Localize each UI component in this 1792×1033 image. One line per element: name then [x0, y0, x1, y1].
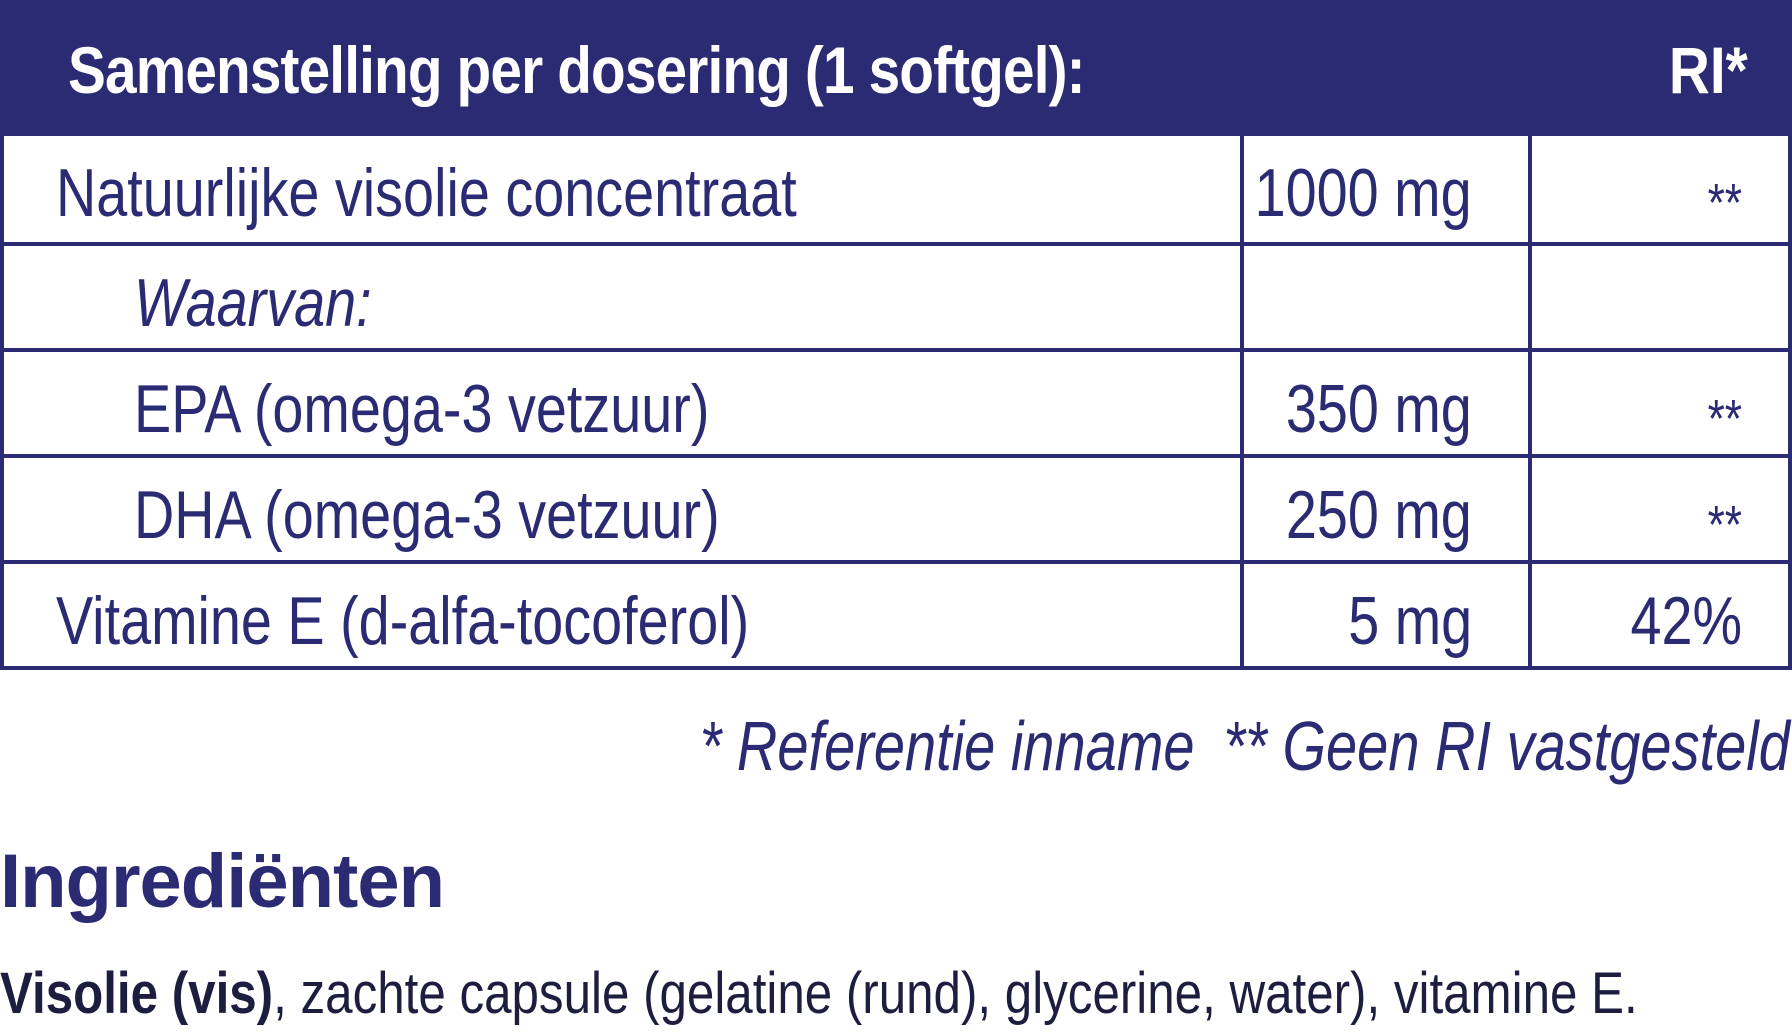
row-amount-cell: 350 mg — [1240, 352, 1528, 454]
table-row: EPA (omega-3 vetzuur) 350 mg ** — [4, 348, 1788, 454]
row-amount-cell: 1000 mg — [1240, 136, 1528, 242]
row-ri-cell: ** — [1528, 136, 1788, 242]
row-amount: 1000 mg — [1254, 155, 1472, 231]
table-row: Natuurlijke visolie concentraat 1000 mg … — [4, 136, 1788, 242]
row-amount-cell — [1240, 246, 1528, 348]
row-amount: 250 mg — [1286, 477, 1472, 553]
row-ri-cell — [1528, 246, 1788, 348]
row-label: EPA (omega-3 vetzuur) — [134, 371, 710, 447]
ingredients-rest: , zachte capsule (gelatine (rund), glyce… — [273, 961, 1638, 1026]
row-amount-cell: 250 mg — [1240, 458, 1528, 560]
table-row: Vitamine E (d-alfa-tocoferol) 5 mg 42% — [4, 560, 1788, 666]
row-ri: ** — [1707, 173, 1742, 233]
row-label: DHA (omega-3 vetzuur) — [134, 477, 720, 553]
row-amount-cell: 5 mg — [1240, 564, 1528, 666]
footnote-no-ri: ** Geen RI vastgesteld — [1223, 707, 1790, 785]
row-label: Waarvan: — [134, 265, 372, 341]
footnote-ri: * Referentie inname — [699, 707, 1195, 785]
ingredients-text: Visolie (vis), zachte capsule (gelatine … — [0, 960, 1638, 1027]
row-label: Natuurlijke visolie concentraat — [56, 155, 797, 231]
row-label: Vitamine E (d-alfa-tocoferol) — [56, 583, 750, 659]
row-amount: 350 mg — [1286, 371, 1472, 447]
table-header-ri: RI* — [1669, 33, 1748, 107]
row-ri-cell: 42% — [1528, 564, 1788, 666]
table-header-title: Samenstelling per dosering (1 softgel): — [68, 33, 1086, 107]
row-ri: ** — [1707, 389, 1742, 449]
row-amount: 5 mg — [1348, 583, 1472, 659]
table-footnote: * Referentie inname ** Geen RI vastgestel… — [700, 706, 1790, 786]
table-row: DHA (omega-3 vetzuur) 250 mg ** — [4, 454, 1788, 560]
row-ri: 42% — [1630, 583, 1742, 659]
row-ri-cell: ** — [1528, 352, 1788, 454]
row-ri-cell: ** — [1528, 458, 1788, 560]
ingredients-heading: Ingrediënten — [0, 839, 445, 924]
table-row: Waarvan: — [4, 242, 1788, 348]
composition-table: Samenstelling per dosering (1 softgel): … — [0, 0, 1792, 670]
row-ri: ** — [1707, 495, 1742, 555]
table-header: Samenstelling per dosering (1 softgel): … — [4, 4, 1788, 136]
ingredients-allergen: Visolie (vis) — [0, 961, 274, 1026]
